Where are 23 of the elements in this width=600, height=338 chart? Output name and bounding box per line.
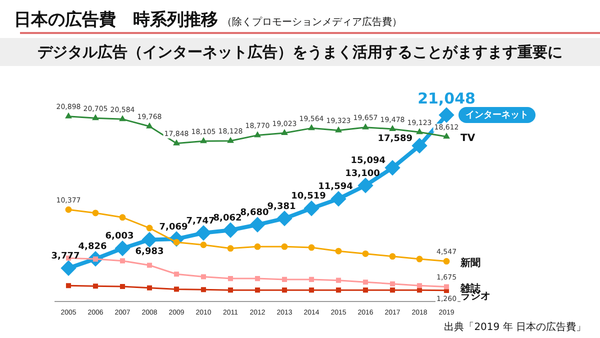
data-label: 9,381 xyxy=(267,202,296,212)
data-label: 6,003 xyxy=(105,232,134,242)
data-label: 7,747 xyxy=(186,216,215,226)
data-label: 7,069 xyxy=(159,222,188,232)
series-label: 雑誌 xyxy=(460,282,482,294)
data-label: 8,680 xyxy=(240,208,269,218)
data-label: 10,519 xyxy=(291,192,326,202)
data-label: 11,594 xyxy=(318,182,353,192)
data-label: 13,100 xyxy=(345,168,380,179)
text: デジタル広告（インターネット広告）をうまく活用することがますます重要に xyxy=(0,38,600,66)
data-label: 4,826 xyxy=(78,242,107,252)
series-label: TV xyxy=(460,133,476,144)
data-label: 15,094 xyxy=(350,156,386,166)
data-label: 17,589 xyxy=(378,134,412,144)
data-label: 3,777 xyxy=(51,251,80,262)
data-label: 6,983 xyxy=(135,247,164,258)
chart-title: 日本の広告費 時系列推移 xyxy=(14,10,218,30)
data-label: 8,062 xyxy=(213,213,242,224)
series-label: 新聞 xyxy=(460,256,480,269)
chart-subtitle: （除くプロモーションメディア広告費） xyxy=(222,17,402,28)
data-label: 21,048 xyxy=(418,89,476,108)
source-note: 出典「2019 年 日本の広告費」 xyxy=(444,320,586,334)
series-label: インターネット xyxy=(466,109,528,120)
